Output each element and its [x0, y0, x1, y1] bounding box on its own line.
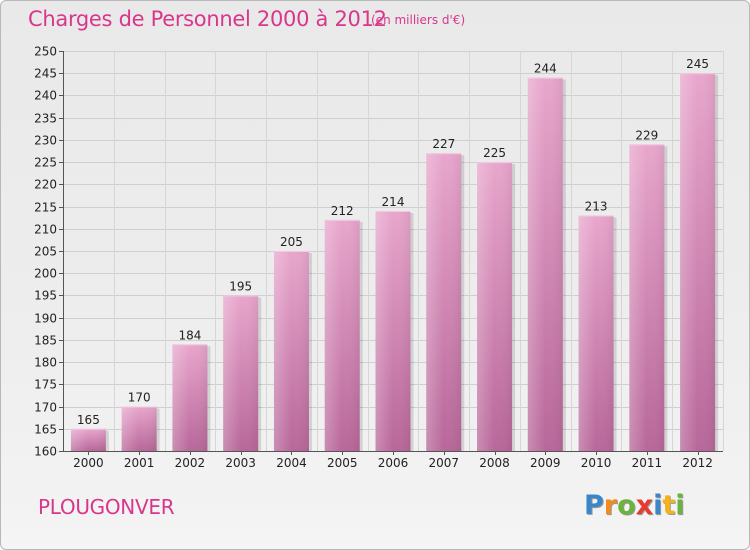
proxiti-logo: Proxiti: [584, 490, 685, 521]
labels: 165 2000 170 2001 184 2002 195 2003 205 2004 212 20…: [73, 57, 713, 470]
bar-value-label: 213: [585, 199, 608, 213]
y-tick-label: 235: [34, 112, 57, 126]
y-tick-label: 210: [34, 223, 57, 237]
bar-highlight: [172, 344, 208, 451]
y-tick-label: 225: [34, 156, 57, 170]
bar-highlight: [527, 77, 563, 452]
x-tick-label: 2002: [175, 456, 206, 470]
bar-value-label: 229: [635, 128, 658, 142]
chart-title: Charges de Personnel 2000 à 2012: [28, 7, 387, 31]
bar-value-label: 227: [432, 137, 455, 151]
bar-value-label: 184: [178, 328, 201, 342]
bar-highlight: [223, 295, 259, 451]
bar-highlight: [477, 162, 513, 451]
logo-letter: o: [617, 490, 636, 521]
y-tick-label: 170: [34, 401, 57, 415]
logo-letter: i: [653, 490, 663, 521]
y-tick-label: 185: [34, 334, 57, 348]
logo-letter: r: [603, 490, 618, 521]
x-tick-label: 2007: [428, 456, 459, 470]
x-tick-label: 2003: [225, 456, 256, 470]
bar-highlight: [375, 211, 411, 451]
y-tick-label: 250: [34, 45, 57, 59]
y-tick-label: 220: [34, 178, 57, 192]
y-tick-label: 180: [34, 356, 57, 370]
x-tick-label: 2001: [124, 456, 155, 470]
y-tick-label: 200: [34, 267, 57, 281]
bar-value-label: 165: [77, 413, 100, 427]
y-tick-label: 175: [34, 378, 57, 392]
bar-value-label: 214: [382, 195, 405, 209]
bar-highlight: [121, 406, 157, 451]
x-tick-label: 2011: [632, 456, 663, 470]
x-tick-label: 2000: [73, 456, 104, 470]
bar-highlight: [426, 153, 462, 451]
bar-value-label: 244: [534, 62, 557, 76]
chart-unit-note: (en milliers d'€): [371, 13, 466, 27]
y-tick-label: 240: [34, 89, 57, 103]
bar-highlight: [273, 251, 309, 451]
logo-letter: P: [584, 490, 604, 521]
bar-highlight: [324, 219, 360, 451]
logo-letter: t: [662, 490, 676, 521]
bar-value-label: 245: [686, 57, 709, 71]
x-tick-label: 2009: [530, 456, 561, 470]
y-tick-label: 165: [34, 423, 57, 437]
bar-value-label: 225: [483, 146, 506, 160]
y-tick-label: 205: [34, 245, 57, 259]
bar-value-label: 195: [229, 279, 252, 293]
y-tick-label: 190: [34, 312, 57, 326]
x-tick-label: 2004: [276, 456, 307, 470]
x-tick-label: 2008: [479, 456, 510, 470]
bar-highlight: [70, 428, 106, 451]
bar-highlight: [629, 144, 665, 452]
x-tick-label: 2006: [378, 456, 409, 470]
logo-letter: x: [635, 490, 654, 521]
y-tick-label: 195: [34, 289, 57, 303]
bar-value-label: 212: [331, 204, 354, 218]
x-tick-label: 2005: [327, 456, 358, 470]
y-tick-label: 160: [34, 445, 57, 459]
bars: [70, 73, 719, 452]
y-tick-label: 245: [34, 67, 57, 81]
x-tick-label: 2010: [581, 456, 612, 470]
y-tick-label: 230: [34, 134, 57, 148]
commune-name: PLOUGONVER: [38, 495, 175, 519]
bar-value-label: 205: [280, 235, 303, 249]
bar-value-label: 170: [128, 391, 151, 405]
y-tick-label: 215: [34, 201, 57, 215]
axes: 160 165 170 175 180 185 190 195 200 205 210 215 220 2…: [34, 45, 723, 459]
bar-highlight: [578, 215, 614, 451]
x-tick-label: 2012: [682, 456, 713, 470]
logo-letter: i: [675, 490, 685, 521]
bar-highlight: [680, 73, 716, 451]
